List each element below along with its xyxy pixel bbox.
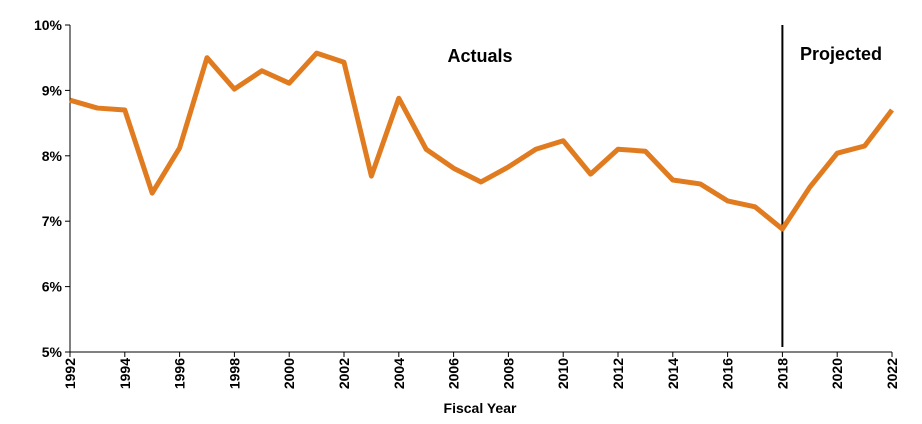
x-tick-label: 2008 [500, 358, 516, 389]
y-tick-label: 10% [34, 17, 63, 33]
x-tick-label: 2006 [446, 358, 462, 389]
x-tick-label: 2004 [391, 358, 407, 389]
x-tick-label: 2016 [720, 358, 736, 389]
x-tick-label: 2012 [610, 358, 626, 389]
y-tick-label: 6% [42, 279, 63, 295]
x-axis-title: Fiscal Year [444, 400, 517, 416]
x-tick-label: 2022 [884, 358, 900, 389]
x-tick-label: 2010 [555, 358, 571, 389]
y-tick-label: 8% [42, 148, 63, 164]
y-tick-label: 5% [42, 344, 63, 360]
x-tick-label: 2002 [336, 358, 352, 389]
x-tick-label: 2018 [774, 358, 790, 389]
data-line [69, 50, 894, 232]
x-tick-label: 2000 [281, 358, 297, 389]
x-tick-label: 1996 [172, 358, 188, 389]
x-tick-label: 1994 [117, 358, 133, 389]
x-tick-label: 2014 [665, 358, 681, 389]
y-tick-label: 7% [42, 213, 63, 229]
x-tick-label: 2020 [829, 358, 845, 389]
annotation: Actuals [447, 46, 512, 66]
y-tick-label: 9% [42, 82, 63, 98]
x-tick-label: 1998 [226, 358, 242, 389]
annotation: Projected [800, 44, 882, 64]
x-tick-label: 1992 [62, 358, 78, 389]
